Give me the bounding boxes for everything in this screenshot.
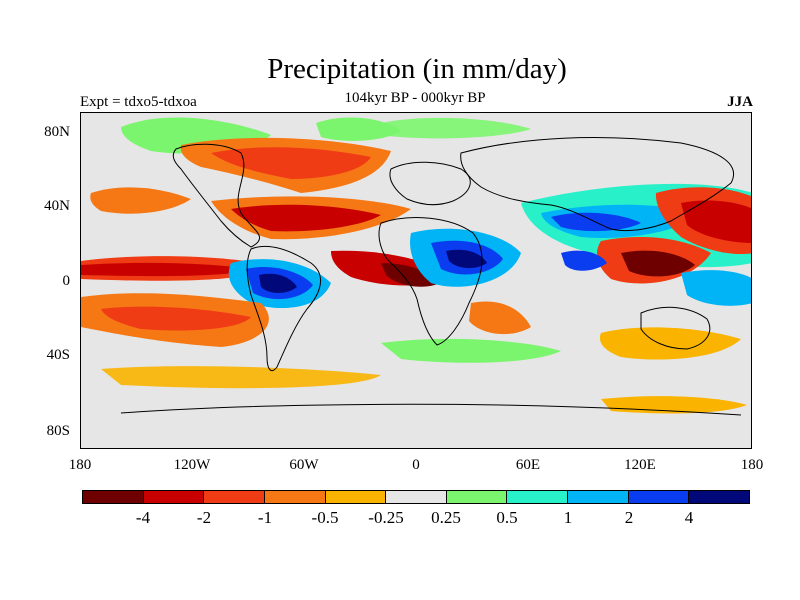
lon-tick-label: 120E: [624, 457, 656, 473]
colorbar: [82, 490, 750, 504]
colorbar-segment: [83, 491, 144, 503]
colorbar-segment: [264, 491, 326, 503]
lon-tick-label: 180: [740, 457, 764, 473]
lat-tick-label: 40N: [44, 198, 70, 214]
lat-tick-label: 80N: [44, 124, 70, 140]
colorbar-label: 2: [624, 508, 634, 527]
lat-tick-label: 40S: [46, 347, 70, 363]
map-title: Precipitation (in mm/day): [267, 53, 567, 85]
colorbar-segment: [507, 491, 569, 503]
lat-tick-label: 80S: [46, 423, 70, 439]
season-label: JJA: [727, 94, 753, 110]
colorbar-segment: [143, 491, 205, 503]
colorbar-segment: [628, 491, 690, 503]
colorbar-label: -4: [135, 508, 151, 527]
colorbar-label: 0.25: [431, 508, 461, 527]
colorbar-segment: [689, 491, 750, 503]
anomaly-fields: [81, 117, 751, 414]
colorbar-label: -0.5: [311, 508, 339, 527]
colorbar-segment: [204, 491, 265, 503]
coastlines: [120, 137, 742, 416]
colorbar-label: 1: [563, 508, 573, 527]
colorbar-segment: [446, 491, 508, 503]
colorbar-label: -0.25: [368, 508, 404, 527]
colorbar-segment: [325, 491, 387, 503]
precipitation-map: [80, 112, 752, 449]
map-graphic: [81, 117, 751, 416]
colorbar-label: 4: [684, 508, 694, 527]
lat-tick-label: 0: [62, 273, 71, 289]
colorbar-label: 0.5: [496, 508, 518, 527]
lon-tick-label: 180: [68, 457, 92, 473]
experiment-label: Expt = tdxo5-tdxoa: [80, 94, 197, 110]
colorbar-label: -2: [196, 508, 212, 527]
colorbar-label: -1: [257, 508, 273, 527]
lon-tick-label: 0: [412, 457, 420, 473]
colorbar-segment: [568, 491, 629, 503]
lon-tick-label: 60E: [515, 457, 541, 473]
lon-tick-label: 120W: [173, 457, 211, 473]
map-subtitle: 104kyr BP - 000kyr BP: [344, 90, 486, 106]
lon-tick-label: 60W: [289, 457, 319, 473]
colorbar-segment: [386, 491, 447, 503]
